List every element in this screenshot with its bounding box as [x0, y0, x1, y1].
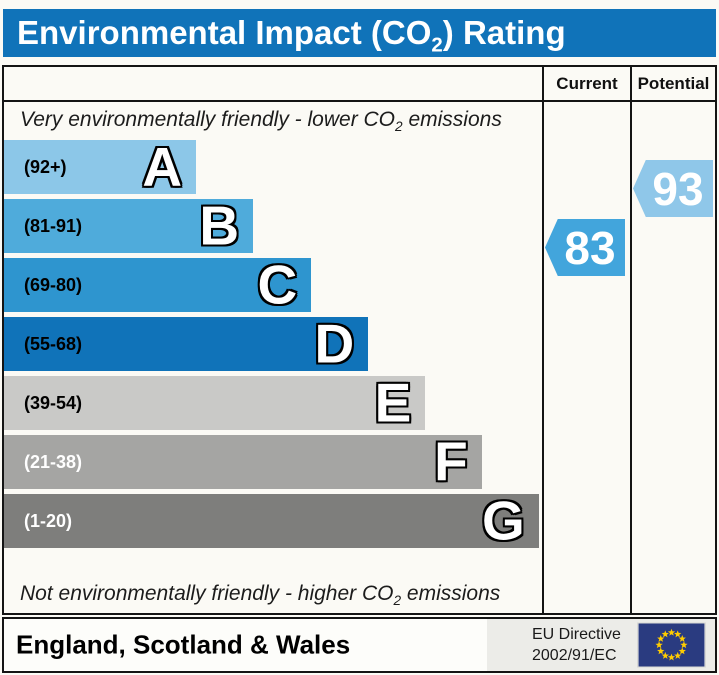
band-range-label: (81-91): [24, 215, 83, 236]
potential-indicator: 93: [633, 160, 713, 217]
rating-table: Current Potential Very environmentally f…: [2, 65, 717, 615]
potential-column-divider: [630, 67, 632, 613]
current-column-header: Current: [556, 74, 618, 93]
footer: England, Scotland & Wales EU Directive 2…: [2, 617, 717, 673]
band-letter: B: [199, 194, 240, 257]
chart-title-subscript: 2: [431, 33, 443, 57]
band-A: (92+) A: [4, 135, 197, 198]
band-list: (92+) A (81-91) B (69-80) C (55-68) D (39-54) E (2…: [4, 135, 542, 553]
bottom-note-text-end: emissions: [401, 582, 501, 605]
chart-title-text: Environmental Impact (CO: [17, 14, 432, 51]
band-E: (39-54) E: [4, 371, 426, 434]
top-note-subscript: 2: [395, 119, 403, 135]
current-column-divider: [542, 67, 544, 613]
band-C: (69-80) C: [4, 253, 312, 316]
top-note: Very environmentally friendly - lower CO…: [20, 108, 502, 134]
top-note-text-end: emissions: [402, 108, 502, 131]
band-letter: C: [257, 253, 298, 316]
eu-directive-line1: EU Directive: [532, 626, 621, 643]
band-letter: E: [374, 371, 412, 434]
bottom-note-text: Not environmentally friendly - higher CO: [20, 582, 394, 605]
band-range-label: (1-20): [24, 510, 73, 531]
table-header-row: Current Potential: [4, 67, 715, 102]
band-letter: G: [481, 489, 525, 552]
top-note-text: Very environmentally friendly - lower CO: [20, 108, 396, 131]
band-range-label: (21-38): [24, 451, 83, 472]
bottom-note-subscript: 2: [393, 593, 402, 609]
eu-directive-line2: 2002/91/EC: [532, 647, 617, 664]
bottom-note: Not environmentally friendly - higher CO…: [20, 582, 500, 608]
band-F: (21-38) F: [4, 430, 482, 493]
band-range-label: (92+): [24, 156, 67, 177]
band-range-label: (39-54): [24, 392, 83, 413]
current-indicator: 83: [545, 219, 625, 276]
band-letter: A: [142, 135, 183, 198]
band-G: (1-20) G: [4, 489, 539, 552]
eu-flag-icon: [637, 622, 706, 668]
band-letter: F: [434, 430, 468, 493]
band-letter: D: [314, 312, 355, 375]
band-B: (81-91) B: [4, 194, 254, 257]
region-label: England, Scotland & Wales: [16, 629, 351, 660]
chart-title-text-end: ) Rating: [442, 14, 566, 51]
potential-column-header: Potential: [637, 74, 710, 93]
band-range-label: (55-68): [24, 333, 83, 354]
band-range-label: (69-80): [24, 274, 83, 295]
eu-directive-label: EU Directive 2002/91/EC: [532, 624, 621, 666]
chart-title: Environmental Impact (CO2) Rating: [3, 9, 716, 57]
band-D: (55-68) D: [4, 312, 369, 375]
